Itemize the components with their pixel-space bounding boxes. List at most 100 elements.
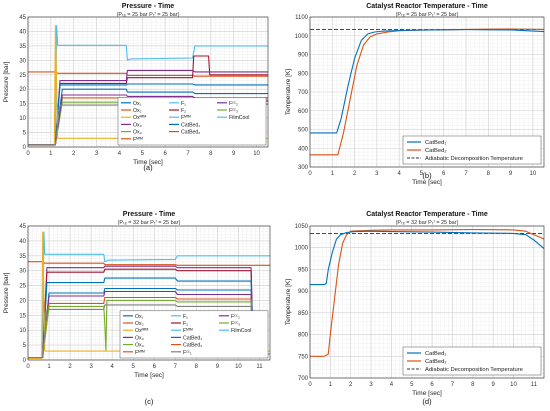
figure-caption: (b) [422, 171, 432, 180]
chart-subtitle: (Pₜₑ = 32 bar Pₜᶠ = 25 bar) [396, 219, 459, 226]
y-tick-label: 800 [298, 333, 309, 339]
x-tick-label: 10 [253, 151, 260, 157]
legend-label: Fᶜᶜ₂ [231, 314, 240, 320]
axes-box [27, 225, 271, 361]
y-tick-label: 1050 [295, 224, 309, 230]
legend-label: CatBed₁ [183, 335, 202, 341]
x-tick-label: 4 [111, 364, 115, 370]
legend-label: Fᶜᶜ₃ [231, 321, 240, 327]
axes-box [27, 16, 269, 148]
legend-label: CatBed₁ [425, 140, 446, 146]
x-tick-label: 10 [235, 364, 242, 370]
chart-subtitle: (Pₜₑ = 25 bar Pₜᶠ = 25 bar) [117, 11, 180, 18]
x-tick-label: 4 [118, 151, 122, 157]
chart-title: Pressure - Time [122, 3, 175, 10]
chart-title: Catalyst Reactor Temperature - Time [366, 3, 488, 10]
x-tick-label: 6 [430, 382, 434, 388]
y-tick-label: 35 [19, 254, 26, 260]
x-tick-label: 0 [308, 171, 312, 177]
x-tick-label: 8 [471, 382, 475, 388]
x-tick-label: 0 [26, 151, 30, 157]
series-group [310, 28, 545, 156]
y-axis-label: Pressure [bar] [3, 61, 10, 102]
y-tick-label: 10 [19, 116, 26, 122]
y-axis-label: Temperature [K] [285, 69, 292, 115]
y-tick-label: 40 [19, 239, 26, 245]
legend: Ox₁ F₁ Fᶜᶜ₂ Ox₂ F₂ Fᶜᶜ₃ Oxᴹᶠᴹ Fᴹᶠᴹ FilmCool Ox₃ Ca… [119, 310, 269, 359]
legend-label: Ox₂ [133, 108, 142, 114]
x-tick-label: 6 [442, 171, 446, 177]
x-tick-label: 3 [369, 382, 373, 388]
y-tick-label: 35 [19, 44, 26, 50]
legend-label: Ox₂ [135, 321, 144, 327]
y-tick-label: 1100 [295, 15, 309, 21]
x-tick-label: 7 [464, 171, 468, 177]
figure-caption: (c) [145, 397, 154, 406]
legend-label: Fᴹᶠᴹ [135, 350, 145, 356]
y-tick-label: 1000 [295, 34, 309, 40]
x-tick-label: 11 [531, 382, 538, 388]
axes-box [309, 16, 545, 168]
legend-label: CatBed₂ [181, 130, 200, 136]
legend-label: FilmCool [231, 328, 251, 334]
y-tick-label: 20 [19, 298, 26, 304]
x-tick-label: 2 [349, 382, 353, 388]
y-tick-label: 700 [298, 90, 309, 96]
legend-label: Fᶜᶜ₁ [183, 350, 192, 356]
legend-label: CatBed₁ [181, 122, 200, 128]
series-line-catbed2 [310, 228, 545, 357]
y-tick-label: 900 [298, 53, 309, 59]
y-tick-label: 0 [23, 145, 27, 151]
x-axis-label: Time [sec] [412, 390, 442, 397]
y-tick-label: 850 [298, 311, 309, 317]
y-tick-label: 25 [19, 73, 26, 79]
x-tick-label: 0 [308, 382, 312, 388]
legend-label: F₂ [183, 321, 188, 327]
x-tick-label: 6 [163, 151, 167, 157]
x-tick-label: 9 [491, 382, 495, 388]
y-tick-label: 300 [298, 165, 309, 171]
series-group [310, 228, 545, 357]
x-tick-label: 3 [95, 151, 99, 157]
x-tick-label: 0 [26, 364, 30, 370]
x-tick-label: 4 [390, 382, 394, 388]
legend-label: CatBed₂ [425, 359, 447, 365]
x-tick-label: 9 [232, 151, 236, 157]
legend-label: Oxᴹᶠᴹ [133, 115, 146, 121]
x-tick-label: 3 [375, 171, 379, 177]
legend-label: Ox₃ [133, 122, 142, 128]
x-tick-label: 1 [331, 171, 335, 177]
y-tick-label: 600 [298, 109, 309, 115]
x-tick-label: 1 [329, 382, 333, 388]
x-axis-label: Time [sec] [133, 159, 163, 166]
y-tick-label: 10 [19, 328, 26, 334]
legend-label: Fᶜᶜ₂ [229, 101, 238, 107]
legend-label: CatBed₂ [183, 343, 202, 349]
chart-subtitle: (Pₜₑ = 32 bar Pₜᶠ = 25 bar) [118, 219, 181, 226]
x-tick-label: 9 [509, 171, 513, 177]
y-tick-label: 900 [298, 289, 309, 295]
y-tick-label: 0 [23, 358, 27, 364]
x-tick-label: 10 [510, 382, 517, 388]
x-tick-label: 2 [68, 364, 72, 370]
chart-title: Pressure - Time [123, 211, 176, 218]
y-tick-label: 30 [19, 58, 26, 64]
legend-label: Ox₃ [135, 335, 144, 341]
y-tick-label: 950 [298, 267, 309, 273]
legend-box [402, 346, 542, 376]
legend: CatBed₁ CatBed₂ Adiabatic Decomposition Te… [402, 135, 542, 165]
x-tick-label: 5 [420, 171, 424, 177]
chart-d: 0 1 2 3 4 5 6 7 8 9 10 11 700 750 800 850 900 950 1000 1050… [285, 211, 545, 406]
x-tick-label: 10 [530, 171, 537, 177]
y-tick-label: 30 [19, 269, 26, 275]
legend-label: F₁ [183, 314, 188, 320]
legend-label: Fᴹᶠᴹ [183, 328, 193, 334]
x-tick-label: 5 [132, 364, 136, 370]
axes-box [309, 225, 545, 379]
x-tick-label: 8 [209, 151, 213, 157]
y-tick-label: 5 [23, 343, 27, 349]
series-line-filmcool [28, 231, 270, 359]
legend-label: FilmCool [229, 115, 249, 121]
x-tick-label: 4 [397, 171, 401, 177]
